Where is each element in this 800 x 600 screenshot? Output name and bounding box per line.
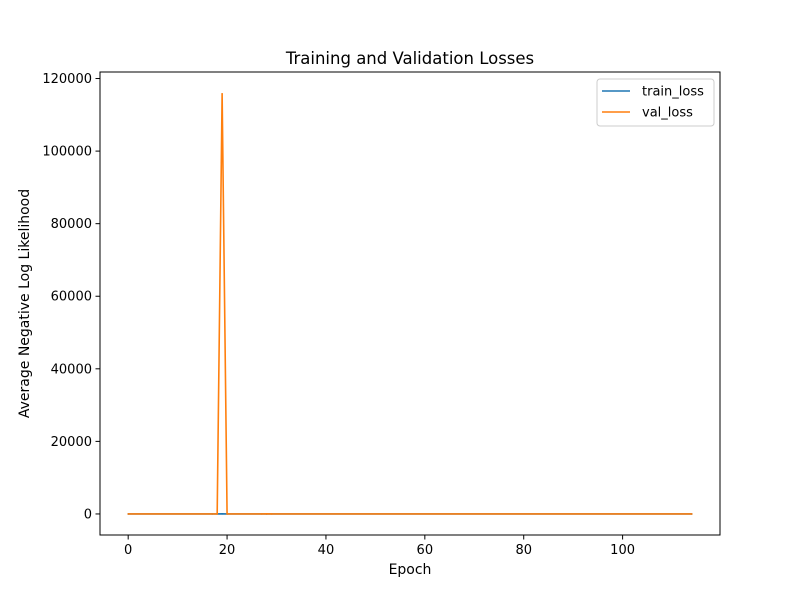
plot-background — [100, 72, 720, 535]
x-tick-label: 60 — [417, 543, 434, 558]
x-axis-title: Epoch — [389, 562, 432, 578]
x-tick-label: 80 — [515, 543, 532, 558]
y-tick-label: 40000 — [51, 362, 92, 377]
x-tick-label: 20 — [219, 543, 236, 558]
data-point — [691, 513, 693, 515]
legend: train_loss val_loss — [596, 78, 715, 127]
y-axis-ticks: 0 20000 40000 60000 80000 100000 120000 — [42, 72, 100, 522]
y-axis-title: Average Negative Log Likelihood — [17, 189, 33, 418]
data-point — [127, 513, 129, 515]
y-tick-label: 0 — [84, 507, 92, 522]
x-tick-label: 0 — [124, 543, 132, 558]
data-point — [221, 92, 223, 95]
data-point — [226, 513, 228, 515]
y-tick-label: 100000 — [42, 145, 92, 160]
data-point — [216, 513, 218, 515]
y-tick-label: 120000 — [42, 72, 92, 87]
axes-layer — [99, 71, 721, 536]
data-point — [265, 512, 268, 515]
series-layer — [127, 92, 693, 515]
legend-label: val_loss — [642, 106, 693, 121]
plot-area — [100, 72, 720, 535]
data-point — [221, 513, 223, 515]
series-line-val-loss — [128, 92, 692, 515]
y-tick-label: 60000 — [51, 290, 92, 305]
legend-label: train_loss — [642, 85, 704, 100]
chart-title: Training and Validation Losses — [285, 49, 534, 68]
data-point — [270, 513, 273, 515]
data-point — [260, 513, 263, 515]
x-tick-label: 40 — [318, 543, 335, 558]
y-tick-label: 80000 — [51, 217, 92, 232]
x-tick-label: 100 — [610, 543, 635, 558]
plot-frame — [99, 71, 721, 536]
y-tick-label: 20000 — [51, 435, 92, 450]
x-axis-ticks: 0 20 40 60 80 100 — [124, 535, 635, 558]
